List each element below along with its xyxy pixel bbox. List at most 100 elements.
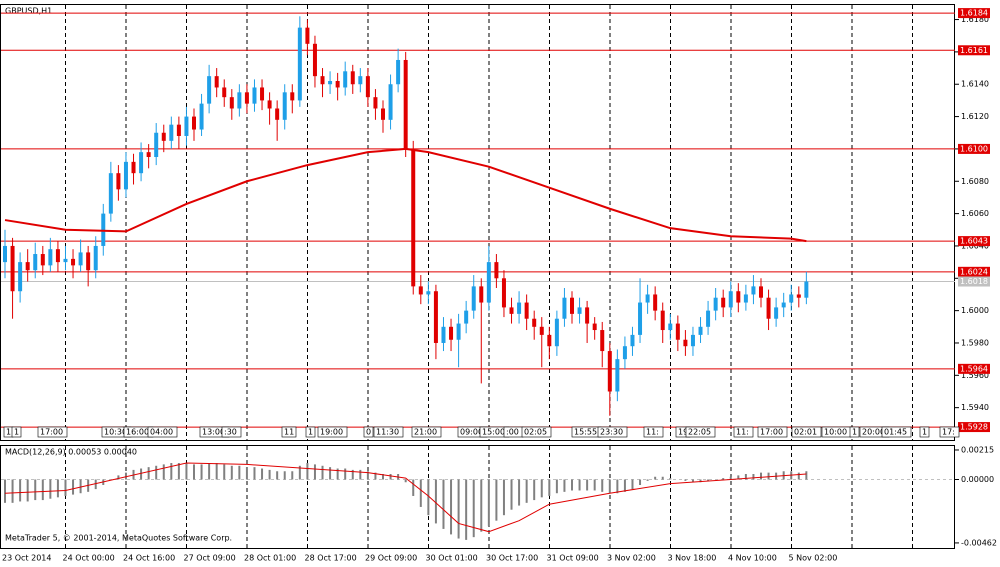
time-tag-label: 1 xyxy=(6,428,11,437)
time-tag-label: 11: xyxy=(736,428,749,437)
level-tag xyxy=(958,8,990,19)
candle-body xyxy=(713,297,718,311)
candle-body xyxy=(275,108,280,120)
time-tag-label: :30 xyxy=(224,428,237,437)
time-tag-label: 16:00 xyxy=(126,428,149,437)
y-tick-label: 1.5960 xyxy=(961,371,989,380)
time-tag xyxy=(757,426,788,438)
symbol-label: GBPUSD,H1 xyxy=(5,7,52,16)
candle-body xyxy=(290,92,295,101)
candle-body xyxy=(607,351,612,392)
time-tag xyxy=(643,426,664,438)
candle-body xyxy=(381,108,385,120)
time-tag-label: 21:00 xyxy=(414,428,437,437)
level-label: 1.5928 xyxy=(960,423,988,432)
time-tag xyxy=(305,426,316,438)
candle-body xyxy=(471,286,476,311)
level-tag xyxy=(958,143,990,154)
time-tag-label: 15:55 xyxy=(574,428,597,437)
candle-body xyxy=(214,76,219,88)
candle-body xyxy=(146,152,151,158)
time-tag-label: 0 xyxy=(366,428,371,437)
time-tag-label: 10:30 xyxy=(104,428,127,437)
candle-body xyxy=(192,116,196,130)
time-tag-label: 19:00 xyxy=(320,428,343,437)
candle-body xyxy=(433,291,438,343)
candle-body xyxy=(645,294,650,303)
candle-body xyxy=(728,291,733,308)
y-tick-label: 1.6080 xyxy=(961,177,989,186)
level-label: 1.6161 xyxy=(960,46,988,55)
candle-body xyxy=(373,97,378,109)
candle-body xyxy=(320,76,325,85)
candle-body xyxy=(486,262,491,303)
time-tag-label: 11 xyxy=(284,428,294,437)
x-tick-label: 23 Oct 2014 xyxy=(2,554,51,563)
time-tag-label: 23:30 xyxy=(600,428,623,437)
candle-body xyxy=(222,87,227,98)
x-tick-label: 27 Oct 09:00 xyxy=(184,554,236,563)
candle-body xyxy=(759,286,763,298)
candle-body xyxy=(123,161,128,190)
time-tag-label: 01:45 xyxy=(884,428,907,437)
level-label: 1.5964 xyxy=(960,364,988,373)
level-label: 1.6043 xyxy=(960,237,988,246)
time-tag-label: 1 xyxy=(308,428,313,437)
candle-body xyxy=(48,249,53,266)
candle-body xyxy=(668,323,673,331)
candle-body xyxy=(706,310,711,327)
candle-body xyxy=(449,326,454,340)
time-tag-label: 20:00 xyxy=(862,428,885,437)
level-tag xyxy=(958,236,990,247)
candle-body xyxy=(244,92,249,104)
candle-body xyxy=(464,310,469,324)
candle-body xyxy=(71,258,76,266)
copyright: MetaTrader 5, © 2001-2014, MetaQuotes So… xyxy=(5,534,232,543)
candle-body xyxy=(751,286,756,295)
candle-body xyxy=(653,294,658,311)
candle-body xyxy=(638,302,643,335)
macd-y-tick-label: 0.00000 xyxy=(961,475,994,484)
level-tag xyxy=(958,266,990,277)
candle-body xyxy=(63,258,68,263)
time-tag-label: :00 xyxy=(506,428,519,437)
candle-body xyxy=(388,84,393,120)
time-tag xyxy=(791,426,822,438)
candle-body xyxy=(592,323,597,331)
x-tick-label: 24 Oct 16:00 xyxy=(123,554,175,563)
candle-body xyxy=(139,152,144,174)
candle-body xyxy=(456,323,461,340)
candle-body xyxy=(229,97,234,109)
time-tag-label: 19 xyxy=(678,428,688,437)
time-tag-label: 17: xyxy=(942,428,955,437)
candle-body xyxy=(335,81,340,88)
candle-body xyxy=(509,307,514,314)
time-tag-label: 09:00 xyxy=(460,428,483,437)
candle-body xyxy=(532,318,537,327)
candle-body xyxy=(169,124,174,141)
time-tag xyxy=(363,426,374,438)
x-tick-label: 3 Nov 02:00 xyxy=(607,554,656,563)
candle-body xyxy=(312,43,317,77)
level-tag xyxy=(958,363,990,374)
candle-body xyxy=(441,326,446,343)
candle-body xyxy=(176,124,181,136)
y-tick-label: 1.6120 xyxy=(961,112,989,121)
candle-body xyxy=(78,252,83,266)
candle-body xyxy=(547,334,552,347)
x-tick-label: 28 Oct 01:00 xyxy=(244,554,296,563)
time-tag-label: 02:05 xyxy=(524,428,547,437)
time-tag xyxy=(281,426,297,438)
candle-body xyxy=(766,297,771,319)
y-tick-label: 1.6180 xyxy=(961,15,989,24)
y-tick-label: 1.5980 xyxy=(961,338,989,347)
candle-body xyxy=(660,310,665,331)
time-tag xyxy=(11,426,22,438)
candle-body xyxy=(252,87,257,104)
time-tag xyxy=(685,426,716,438)
price-panel xyxy=(0,4,955,441)
time-tag xyxy=(373,426,404,438)
candle-body xyxy=(501,278,506,308)
candle-body xyxy=(804,281,809,298)
